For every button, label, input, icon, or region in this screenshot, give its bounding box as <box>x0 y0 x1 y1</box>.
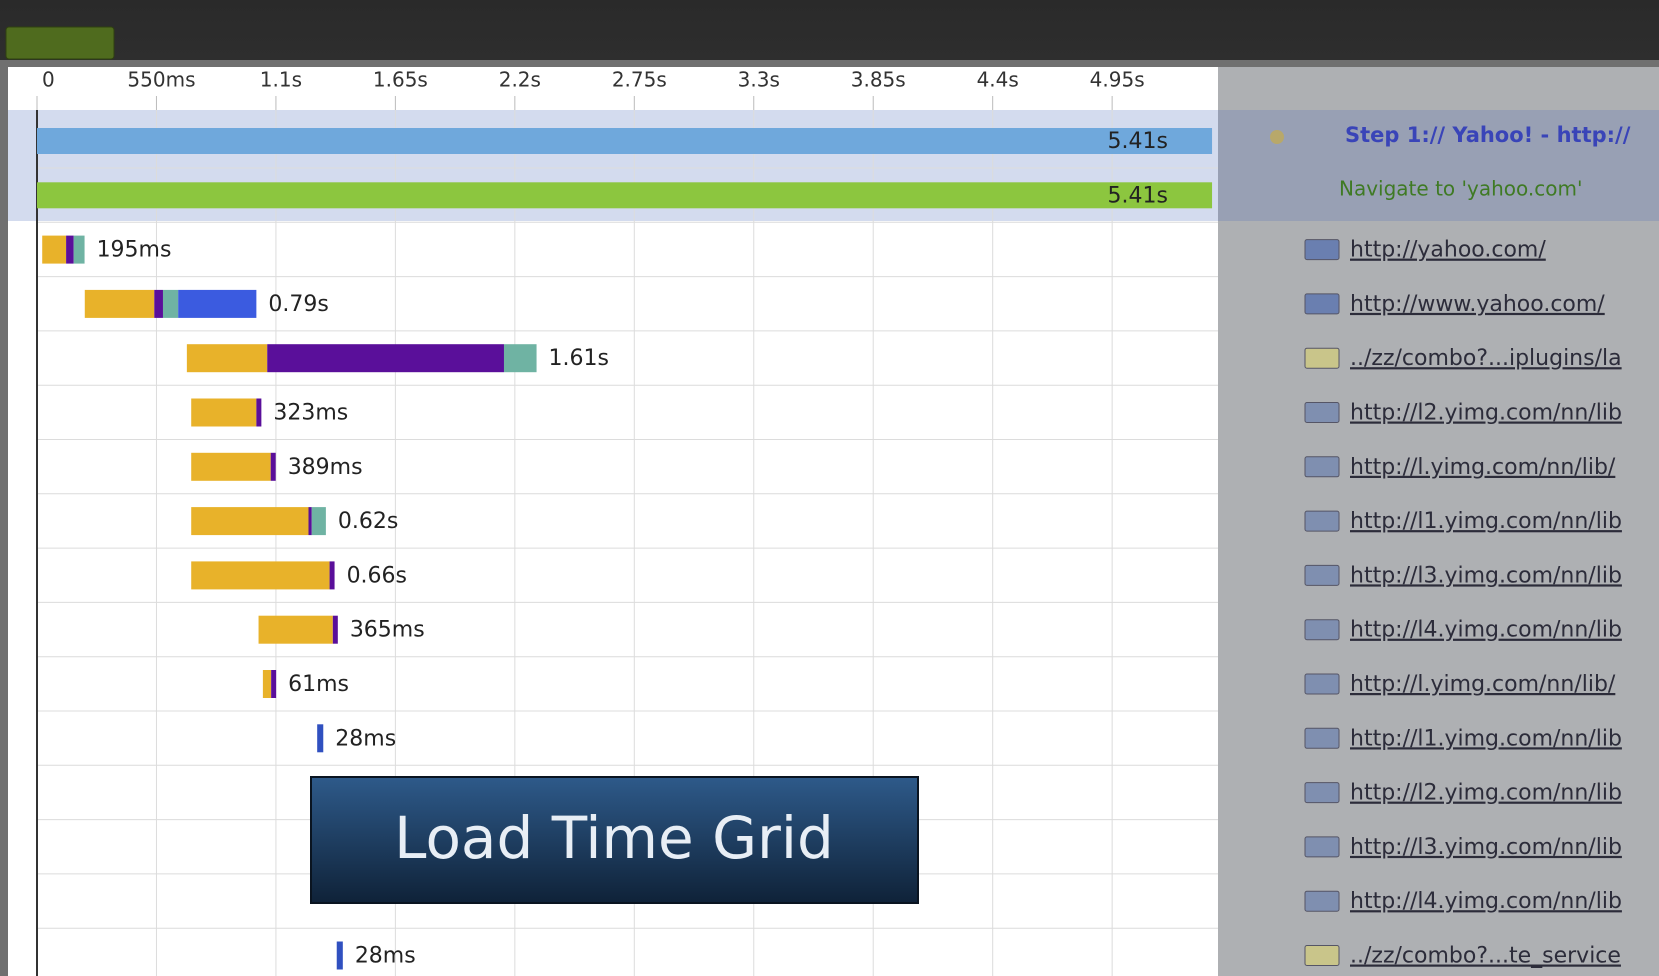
toolbar-button[interactable] <box>5 26 115 60</box>
duration-label: 389ms <box>288 455 363 480</box>
bar-segment <box>162 289 179 318</box>
file-icon <box>1304 564 1340 586</box>
step-action: Navigate to 'yahoo.com' <box>1339 177 1582 201</box>
bar-segment <box>186 344 268 373</box>
bar-segment <box>73 235 85 264</box>
resource-link[interactable]: http://l4.yimg.com/nn/lib <box>1350 618 1622 643</box>
bar-segment <box>37 128 1213 154</box>
bar-segment <box>191 561 330 590</box>
duration-label: 5.41s <box>1108 129 1168 154</box>
bar-segment <box>311 507 326 536</box>
duration-label: 365ms <box>350 618 425 643</box>
duration-label: 5.41s <box>1108 183 1168 208</box>
duration-label: 0.62s <box>338 509 398 534</box>
bar-segment <box>256 398 262 427</box>
side-highlight <box>1218 110 1659 221</box>
resource-link[interactable]: http://yahoo.com/ <box>1350 238 1546 263</box>
resource-link[interactable]: http://www.yahoo.com/ <box>1350 292 1605 317</box>
duration-label: 61ms <box>288 672 349 697</box>
duration-label: 0.66s <box>347 563 407 588</box>
file-icon <box>1304 945 1340 966</box>
file-icon <box>1304 782 1340 804</box>
bar-segment <box>154 289 163 318</box>
bar-segment <box>84 289 155 318</box>
bar-segment <box>191 452 271 481</box>
file-icon <box>1304 673 1340 695</box>
tick-label: 3.3s <box>738 68 780 92</box>
duration-label: 28ms <box>335 726 396 751</box>
file-icon <box>1304 510 1340 532</box>
tick-label: 4.4s <box>977 68 1019 92</box>
file-icon <box>1304 619 1340 641</box>
side-list: Step 1:// Yahoo! - http:// Navigate to 'y… <box>1270 123 1631 969</box>
tick-label: 2.75s <box>612 68 667 92</box>
overlay-box <box>310 776 919 904</box>
bar-segment <box>191 398 257 427</box>
waterfall: 5.41s 5.41s 195ms 0.79s 1.61s 323ms 389ms 0.62s… <box>37 128 1213 970</box>
bar-segment <box>267 344 504 373</box>
resource-link[interactable]: http://l.yimg.com/nn/lib/ <box>1350 455 1616 480</box>
resource-link[interactable]: http://l2.yimg.com/nn/lib <box>1350 401 1622 426</box>
file-icon <box>1304 727 1340 749</box>
bar-segment <box>178 289 257 318</box>
file-icon <box>1304 456 1340 478</box>
tick-label: 1.1s <box>260 68 302 92</box>
bar-segment <box>42 235 67 264</box>
resource-link[interactable]: http://l2.yimg.com/nn/lib <box>1350 781 1622 806</box>
bar-segment <box>270 452 276 481</box>
resource-link[interactable]: http://l3.yimg.com/nn/lib <box>1350 835 1622 860</box>
tick-label: 1.65s <box>373 68 428 92</box>
bar-segment <box>332 615 338 644</box>
bar-segment <box>308 507 312 536</box>
tick-label: 4.95s <box>1090 68 1145 92</box>
collapse-icon <box>1270 130 1284 144</box>
resource-link[interactable]: http://l1.yimg.com/nn/lib <box>1350 509 1622 534</box>
resource-link[interactable]: ../zz/combo?...te_service <box>1350 944 1621 969</box>
tick-label: 550ms <box>127 68 195 92</box>
resource-link[interactable]: http://l.yimg.com/nn/lib/ <box>1350 672 1616 697</box>
duration-label: 195ms <box>97 238 172 263</box>
duration-label: 1.61s <box>549 346 609 371</box>
bar-segment <box>329 561 335 590</box>
bar-segment <box>37 182 1213 209</box>
tick-label: 0 <box>42 68 55 92</box>
tick-label: 3.85s <box>851 68 906 92</box>
bar-segment <box>191 507 309 536</box>
resource-link[interactable]: http://l1.yimg.com/nn/lib <box>1350 726 1622 751</box>
bar-segment <box>66 235 74 264</box>
resource-link[interactable]: http://l3.yimg.com/nn/lib <box>1350 563 1622 588</box>
bar-segment <box>258 615 333 644</box>
overlay-title: Load Time Grid <box>394 804 834 872</box>
file-icon <box>1304 890 1340 912</box>
file-icon <box>1304 347 1340 369</box>
step-title: Step 1:// Yahoo! - http:// <box>1345 123 1631 147</box>
file-icon <box>1304 239 1340 261</box>
duration-label: 323ms <box>273 401 348 426</box>
tick-label: 2.2s <box>499 68 541 92</box>
file-icon <box>1304 836 1340 858</box>
bar-segment <box>336 941 343 970</box>
file-icon <box>1304 293 1340 315</box>
file-icon <box>1304 402 1340 423</box>
resource-link[interactable]: ../zz/combo?...iplugins/la <box>1350 346 1622 371</box>
bar-segment <box>271 670 277 698</box>
duration-label: 0.79s <box>268 292 328 317</box>
bar-segment <box>262 670 272 698</box>
duration-label: 28ms <box>355 944 416 969</box>
bar-segment <box>503 344 537 373</box>
resource-link[interactable]: http://l4.yimg.com/nn/lib <box>1350 889 1622 914</box>
bar-segment <box>317 724 324 753</box>
